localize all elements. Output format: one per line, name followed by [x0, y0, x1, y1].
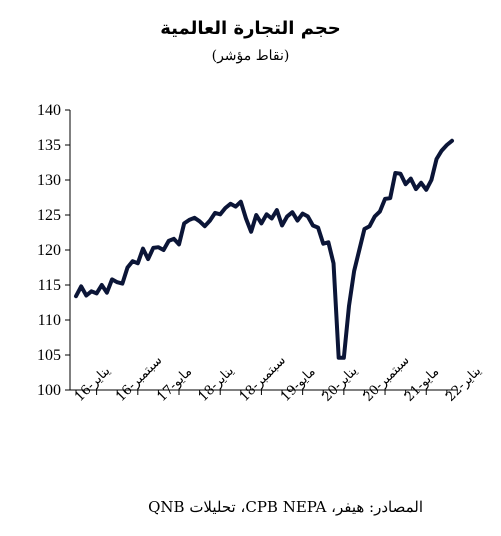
y-tick-label: 110: [38, 312, 61, 329]
y-tick-label: 130: [37, 172, 61, 189]
chart-source: المصادر: هيفر، CPB NEPA، تحليلات QNB: [148, 498, 423, 516]
chart-title: حجم التجارة العالمية: [160, 18, 341, 39]
x-tick-label: يناير-16: [72, 363, 113, 404]
x-tick-label: مايو-17: [155, 364, 195, 404]
y-tick-label: 105: [37, 347, 61, 364]
series-line: [74, 138, 454, 360]
x-tick-label: يناير-22: [443, 363, 484, 404]
x-tick-label: مايو-19: [278, 364, 318, 404]
y-tick-label: 120: [37, 242, 61, 259]
y-tick-label: 115: [38, 277, 61, 294]
y-tick-label: 140: [37, 102, 61, 119]
chart-subtitle: (نقاط مؤشر): [211, 48, 290, 64]
y-tick-label: 135: [37, 137, 61, 154]
y-tick-label: 100: [37, 382, 61, 399]
x-tick-label: يناير-18: [196, 363, 237, 404]
x-tick-label: مايو-21: [402, 364, 442, 404]
y-tick-label: 125: [37, 207, 61, 224]
x-tick-label: يناير-20: [319, 363, 360, 404]
